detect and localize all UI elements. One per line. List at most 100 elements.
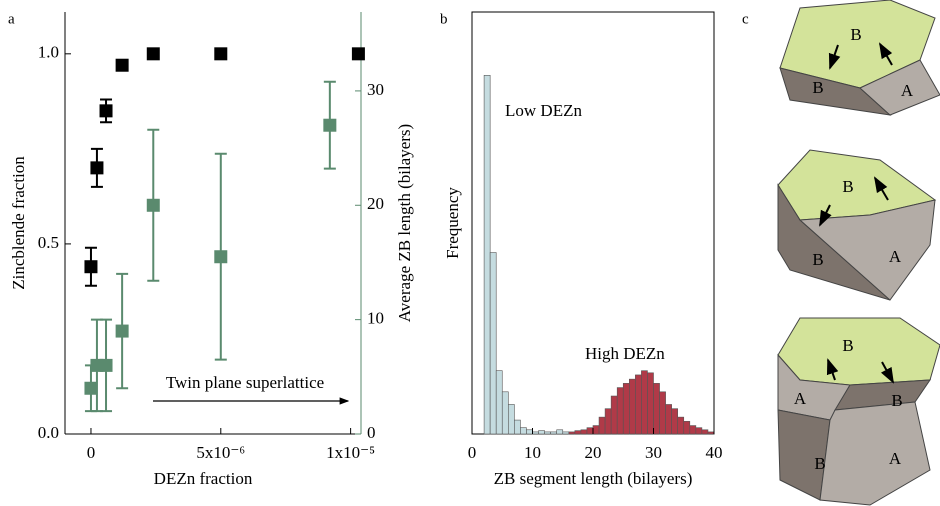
y-tick-label: 1.0 xyxy=(38,43,59,62)
histogram-bar xyxy=(544,431,551,435)
point xyxy=(146,198,160,212)
facet xyxy=(819,401,931,506)
histogram-bar xyxy=(520,427,527,435)
histogram-bar xyxy=(495,370,503,435)
plot-frame xyxy=(471,11,715,435)
facet-label: B xyxy=(812,250,823,269)
histogram-bar xyxy=(701,429,709,435)
y2-tick-label: 30 xyxy=(367,80,384,99)
arrow xyxy=(828,44,841,70)
panel-label: b xyxy=(440,11,448,27)
histogram-bar xyxy=(653,383,660,435)
point xyxy=(214,250,228,264)
histogram-bar xyxy=(574,430,582,435)
crystal-diagram: c B B A B B A B A B B A xyxy=(742,0,940,506)
facet-label: A xyxy=(889,247,902,266)
point xyxy=(214,47,228,61)
x-tick-label: 40 xyxy=(706,443,723,462)
histogram-bar xyxy=(659,391,666,435)
arrow xyxy=(826,358,839,381)
facet-label: B xyxy=(842,336,853,355)
point xyxy=(146,47,160,61)
histogram-bar xyxy=(628,378,636,435)
histogram-bar xyxy=(562,431,570,435)
histogram-bar xyxy=(677,416,685,435)
y-axis-label: Zincblende fraction xyxy=(9,156,28,290)
histogram-bar xyxy=(514,419,521,435)
arrow xyxy=(873,176,889,201)
histogram-bar xyxy=(507,404,515,435)
point xyxy=(323,118,337,132)
facet-label: B xyxy=(842,177,853,196)
x-axis-label: ZB segment length (bilayers) xyxy=(494,469,693,488)
arrow xyxy=(819,204,832,227)
x-axis-label: DEZn fraction xyxy=(154,469,253,488)
histogram-bar xyxy=(598,416,606,435)
histogram-bar xyxy=(616,387,624,435)
histogram-bar xyxy=(604,408,612,435)
facet-label: B xyxy=(850,25,861,44)
facet xyxy=(777,317,940,386)
point xyxy=(115,58,129,72)
histogram-bar xyxy=(556,429,564,435)
panel-label: a xyxy=(8,11,15,27)
panel-label: c xyxy=(742,11,749,27)
x-tick-label: 10 xyxy=(524,443,541,462)
point xyxy=(84,381,98,395)
histogram-bar xyxy=(483,75,491,435)
histogram-bar xyxy=(683,421,691,435)
facet xyxy=(859,59,940,116)
histogram-bar xyxy=(550,431,558,435)
x-tick-label: 1x10⁻⁵ xyxy=(326,443,375,462)
histogram-bar xyxy=(489,252,497,435)
histogram-bar xyxy=(586,427,594,435)
y2-axis-label: Average ZB length (bilayers) xyxy=(395,124,414,322)
histogram-bar xyxy=(580,429,588,435)
histogram-bar xyxy=(526,429,533,435)
x-tick-label: 0 xyxy=(468,443,477,462)
histogram-bar xyxy=(592,425,600,435)
facet-label: A xyxy=(901,81,914,100)
histogram-bar xyxy=(568,431,576,435)
histogram-bar xyxy=(671,408,679,435)
histogram-bar xyxy=(622,383,630,435)
arrow xyxy=(879,42,893,66)
facet-label: B xyxy=(812,78,823,97)
facet-label: A xyxy=(794,389,807,408)
y2-tick-label: 0 xyxy=(367,423,376,442)
histogram-bar xyxy=(610,395,618,435)
point xyxy=(99,104,113,118)
facet xyxy=(777,183,891,301)
point xyxy=(90,161,104,175)
facet xyxy=(798,199,936,301)
annotation: Twin plane superlattice xyxy=(166,373,324,392)
point xyxy=(84,260,98,274)
histogram-bar xyxy=(647,372,654,435)
histogram-bar xyxy=(501,391,509,435)
x-tick-label: 20 xyxy=(585,443,602,462)
y-axis-label: Frequency xyxy=(443,187,462,259)
legend-label: Low DEZn xyxy=(505,101,582,120)
histogram-bar xyxy=(641,370,648,435)
arrow xyxy=(880,361,894,384)
point xyxy=(99,358,113,372)
point xyxy=(115,324,129,338)
x-tick-label: 0 xyxy=(87,443,96,462)
histogram-bar xyxy=(707,431,715,435)
point xyxy=(351,47,365,61)
histogram-bar xyxy=(538,430,545,435)
y-tick-label: 0.0 xyxy=(38,423,59,442)
x-tick-label: 30 xyxy=(645,443,662,462)
histogram-bar xyxy=(689,425,697,435)
y2-tick-label: 20 xyxy=(367,194,384,213)
histogram-bar xyxy=(532,431,539,435)
legend-label: High DEZn xyxy=(585,344,665,363)
histogram-bar xyxy=(695,427,703,435)
histogram-bar xyxy=(635,374,642,435)
facet-label: B xyxy=(814,454,825,473)
histogram-bar xyxy=(665,404,672,435)
y-tick-label: 0.5 xyxy=(38,233,59,252)
facet-label: B xyxy=(891,391,902,410)
x-tick-label: 5x10⁻⁶ xyxy=(196,443,245,462)
